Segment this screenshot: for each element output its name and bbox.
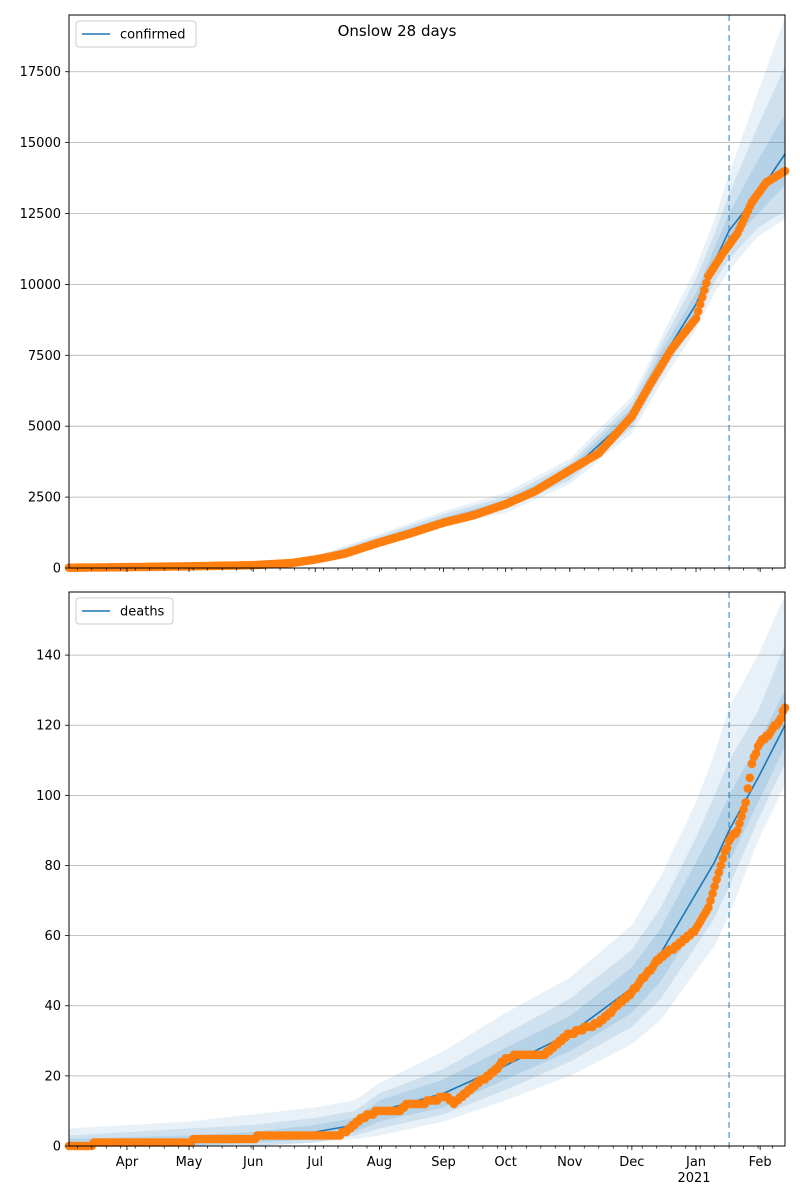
observed-point (700, 285, 709, 295)
y-tick-label: 140 (36, 649, 61, 664)
y-tick-label: 40 (44, 999, 61, 1014)
y-axis-ticks: 0 20 40 60 80 100 120 140 (36, 649, 69, 1155)
x-tick-label: Feb (749, 1155, 772, 1170)
legend-box (75, 597, 174, 625)
legend-box (75, 20, 197, 48)
observed-point (710, 882, 719, 891)
y-axis-ticks: 0 2500 5000 7500 10000 12500 15000 17500 (20, 65, 69, 577)
y-tick-label: 100 (36, 789, 61, 804)
observed-point (741, 798, 750, 807)
y-tick-label: 0 (53, 562, 61, 577)
x-tick-label: Oct (494, 1155, 516, 1170)
x-year-label: 2021 (677, 1171, 710, 1186)
uncertainty-bands (69, 17, 785, 569)
y-tick-label: 5000 (28, 420, 61, 435)
observed-point (718, 854, 728, 863)
x-axis-ticks (76, 568, 773, 572)
observed-point (693, 307, 703, 316)
y-gridlines (69, 71, 785, 569)
observed-point (712, 875, 721, 884)
observed-point (747, 759, 757, 769)
uncertainty-band (69, 66, 785, 568)
observed-point (697, 292, 707, 302)
y-tick-label: 12500 (20, 207, 61, 222)
y-tick-label: 80 (44, 859, 61, 874)
observed-point (737, 812, 746, 821)
x-tick-label: Aug (367, 1155, 392, 1170)
x-axis-ticks: Apr May Jun Jul Aug Sep Oct Nov Dec Jan Feb (76, 1146, 773, 1170)
x-tick-label: Apr (116, 1155, 139, 1170)
observed-point (776, 713, 786, 723)
observed-point (708, 889, 717, 898)
model-series-line (68, 153, 786, 569)
y-tick-label: 15000 (20, 136, 61, 151)
chart-title: Onslow 28 days (338, 22, 457, 40)
observed-points (64, 703, 790, 1151)
x-tick-label: Jun (242, 1155, 263, 1170)
observed-point (706, 896, 715, 905)
deaths-panel: 0 20 40 60 80 100 120 140 Apr May Jun Jul Aug Sep Oct… (36, 591, 790, 1170)
x-tick-label: Sep (431, 1155, 456, 1170)
y-tick-label: 20 (44, 1069, 61, 1084)
observed-point (733, 826, 742, 835)
confirmed-panel: 0 2500 5000 7500 10000 12500 15000 17500 confir… (20, 14, 790, 577)
legend: deaths (75, 597, 174, 625)
observed-point (695, 300, 705, 309)
model-line (68, 153, 786, 569)
observed-points (64, 166, 790, 572)
observed-point (743, 784, 753, 793)
y-tick-label: 0 (53, 1140, 61, 1155)
y-tick-label: 60 (44, 929, 61, 944)
x-tick-label: Nov (557, 1155, 583, 1170)
y-tick-label: 17500 (20, 65, 61, 80)
observed-point (745, 773, 755, 783)
y-tick-label: 120 (36, 719, 61, 734)
uncertainty-band (69, 595, 785, 1146)
uncertainty-band (69, 17, 785, 569)
observed-point (714, 868, 724, 877)
y-tick-label: 2500 (28, 491, 61, 506)
x-tick-label: May (176, 1155, 203, 1170)
x-tick-label: Jul (306, 1155, 323, 1170)
observed-point (735, 819, 744, 828)
legend: confirmed (75, 20, 197, 48)
y-tick-label: 7500 (28, 349, 61, 364)
observed-point (751, 749, 761, 758)
observed-point (739, 805, 748, 814)
legend-label-deaths: deaths (120, 605, 165, 620)
observed-point (716, 861, 726, 870)
axes-frame (68, 591, 786, 1147)
observed-point (702, 278, 711, 288)
observed-point (722, 843, 732, 853)
x-tick-label: Dec (619, 1155, 644, 1170)
axes-frame (68, 14, 786, 569)
uncertainty-bands (69, 595, 785, 1146)
y-tick-label: 10000 (20, 278, 61, 293)
observed-point (704, 903, 713, 912)
legend-label-confirmed: confirmed (120, 28, 186, 43)
x-tick-label: Jan (685, 1155, 706, 1170)
observed-point (691, 314, 701, 323)
